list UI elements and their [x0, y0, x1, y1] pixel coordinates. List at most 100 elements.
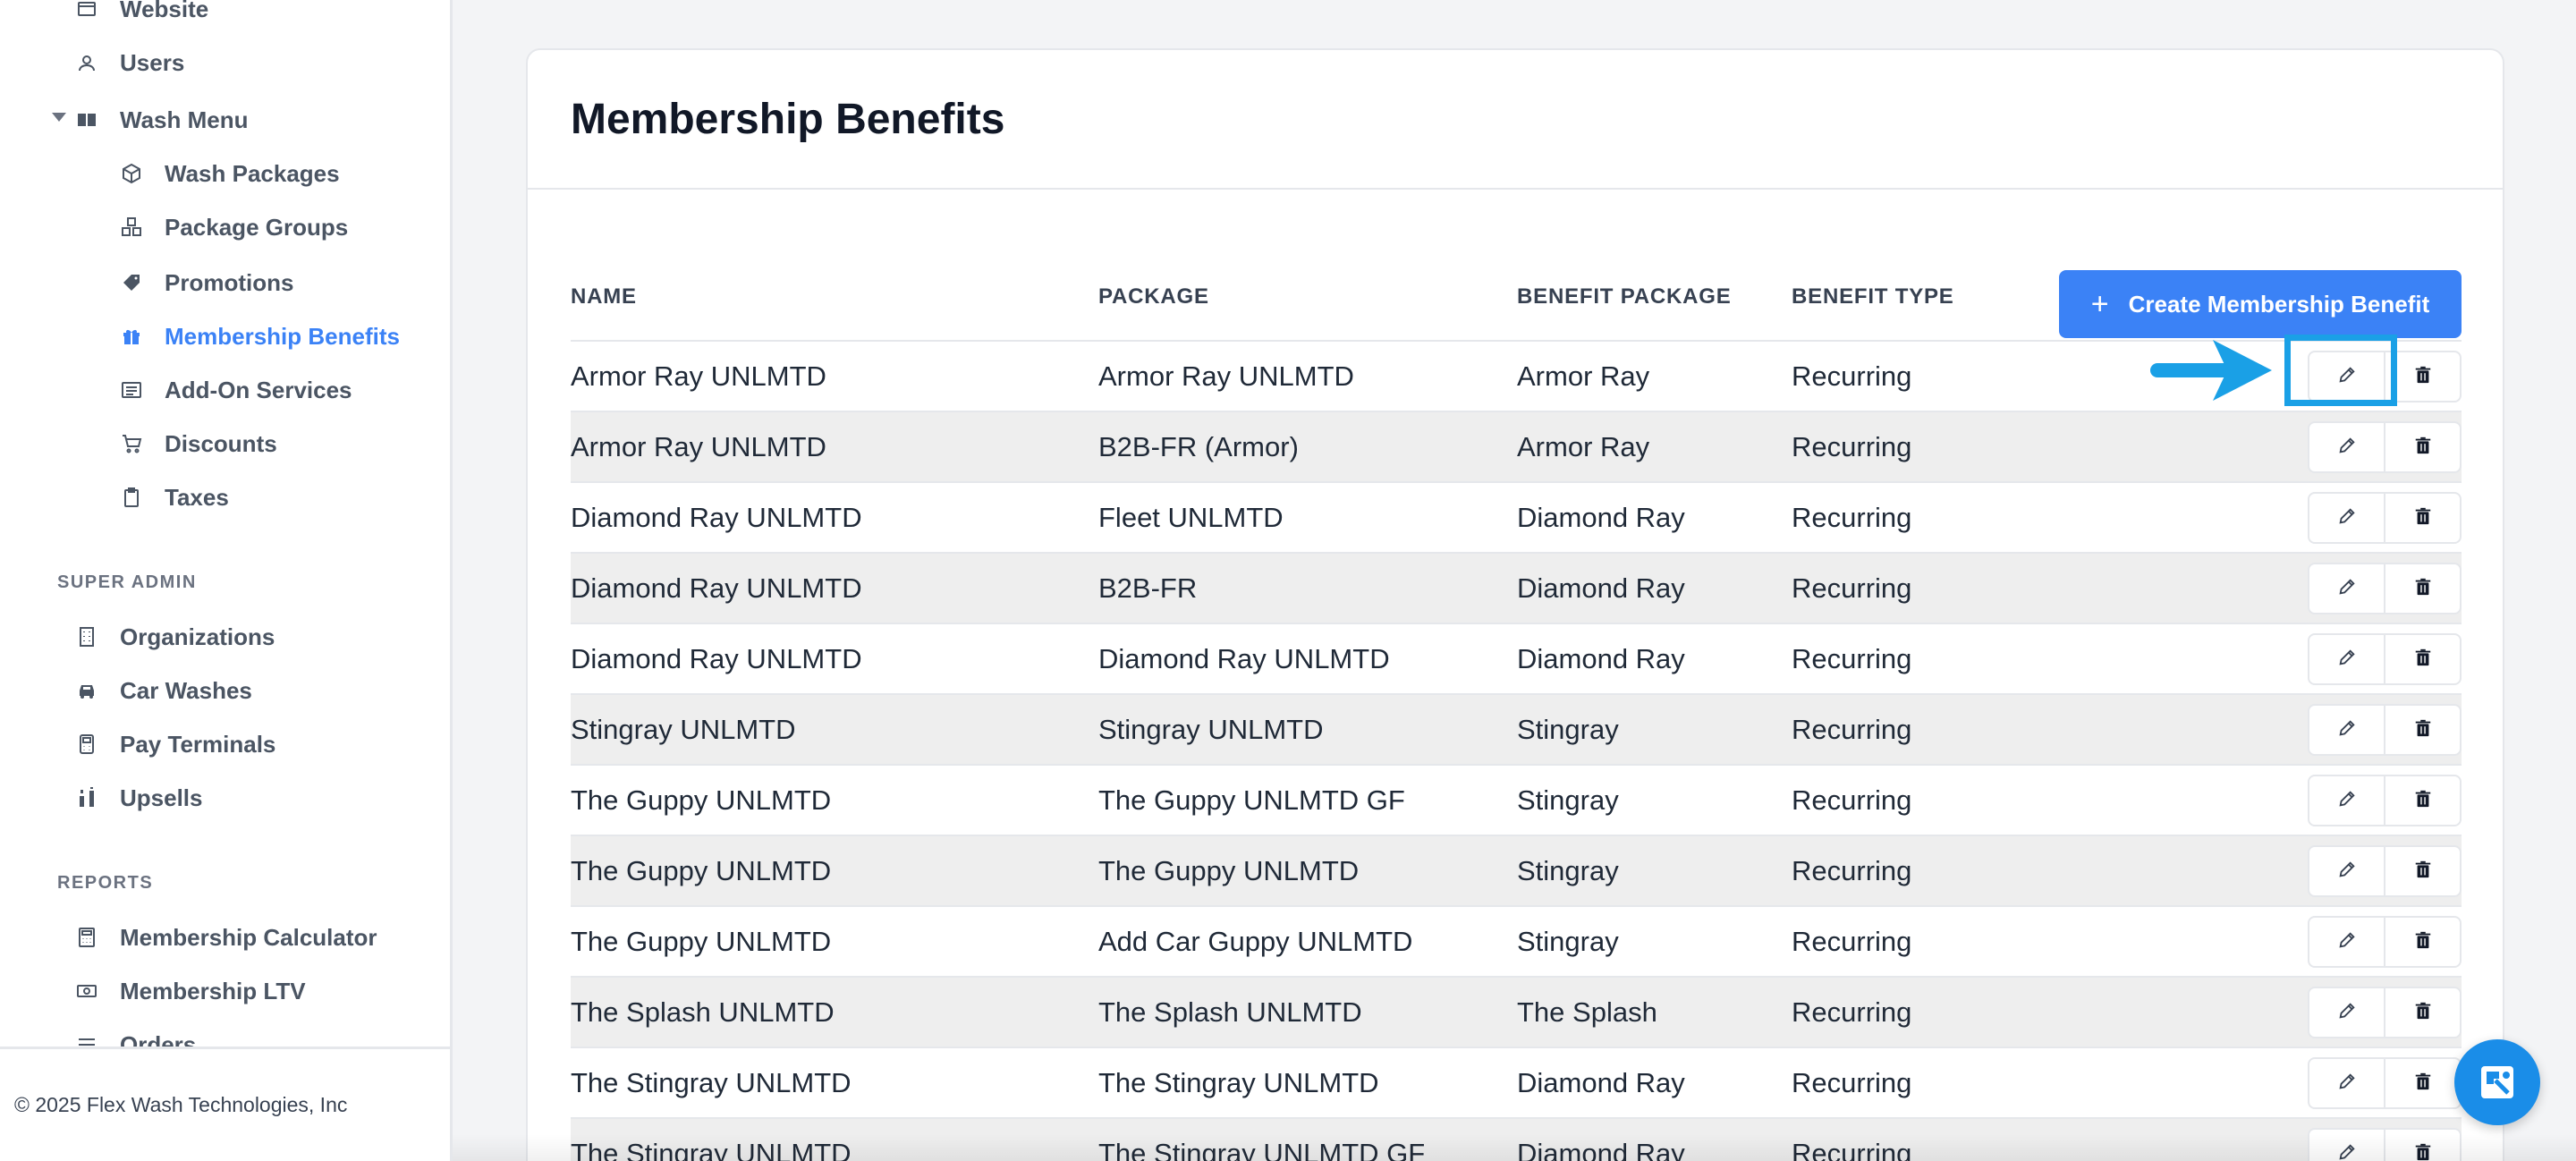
edit-button[interactable] — [2309, 564, 2385, 613]
sidebar-item-membership-calculator[interactable]: Membership Calculator — [75, 918, 377, 957]
sidebar-item-label: Taxes — [165, 483, 229, 511]
cell-benefit-package: Diamond Ray — [1517, 642, 1685, 674]
cell-package: Fleet UNLMTD — [1098, 501, 1284, 533]
delete-button[interactable] — [2385, 706, 2460, 754]
sidebar-item-wash-menu[interactable]: Wash Menu — [52, 100, 249, 140]
pencil-icon — [2337, 577, 2357, 601]
delete-button[interactable] — [2385, 564, 2460, 613]
row-actions — [2308, 987, 2462, 1038]
edit-button[interactable] — [2309, 1130, 2385, 1161]
edit-button[interactable] — [2309, 494, 2385, 542]
edit-button[interactable] — [2309, 988, 2385, 1037]
create-membership-benefit-button[interactable]: + Create Membership Benefit — [2059, 270, 2462, 338]
edit-button[interactable] — [2309, 352, 2385, 401]
edit-button[interactable] — [2309, 706, 2385, 754]
delete-button[interactable] — [2385, 494, 2460, 542]
column-header-package[interactable]: PACKAGE — [1098, 284, 1209, 309]
table-row: The Splash UNLMTD The Splash UNLMTD The Sp… — [571, 978, 2462, 1048]
edit-button[interactable] — [2309, 776, 2385, 825]
delete-button[interactable] — [2385, 423, 2460, 471]
benefits-table: NAME PACKAGE BENEFIT PACKAGE BENEFIT TYP… — [571, 252, 2462, 1161]
column-header-benefit-type[interactable]: BENEFIT TYPE — [1792, 284, 1954, 309]
cube-icon — [120, 162, 143, 185]
delete-button[interactable] — [2385, 988, 2460, 1037]
cell-benefit-package: Stingray — [1517, 784, 1619, 816]
delete-button[interactable] — [2385, 352, 2460, 401]
sidebar-item-label: Wash Packages — [165, 159, 340, 187]
sidebar-item-label: Upsells — [120, 784, 203, 811]
cell-package: B2B-FR (Armor) — [1098, 430, 1299, 462]
pencil-icon — [2337, 860, 2357, 884]
column-header-benefit-package[interactable]: BENEFIT PACKAGE — [1517, 284, 1732, 309]
sidebar-item-membership-ltv[interactable]: Membership LTV — [75, 971, 306, 1011]
sidebar-item-pay-terminals[interactable]: Pay Terminals — [75, 725, 275, 764]
sidebar-item-upsells[interactable]: Upsells — [75, 778, 203, 818]
website-icon — [75, 0, 98, 21]
sidebar-item-add-on-services[interactable]: Add-On Services — [120, 370, 352, 410]
help-chat-button[interactable] — [2454, 1039, 2540, 1125]
sidebar-item-organizations[interactable]: Organizations — [75, 617, 275, 657]
cell-name: Diamond Ray UNLMTD — [571, 572, 862, 604]
cell-benefit-type: Recurring — [1792, 925, 1912, 957]
sidebar-item-label: Membership LTV — [120, 977, 306, 1004]
trash-icon — [2413, 436, 2433, 460]
highlight-box — [2284, 335, 2397, 406]
edit-button[interactable] — [2309, 1059, 2385, 1107]
copyright-footer: © 2025 Flex Wash Technologies, Inc — [0, 1047, 450, 1161]
edit-button[interactable] — [2309, 847, 2385, 895]
delete-button[interactable] — [2385, 1130, 2460, 1161]
sidebar-item-discounts[interactable]: Discounts — [120, 424, 277, 463]
cell-name: The Guppy UNLMTD — [571, 925, 832, 957]
edit-button[interactable] — [2309, 635, 2385, 683]
support-icon — [2481, 1066, 2513, 1098]
sidebar-item-taxes[interactable]: Taxes — [120, 478, 229, 517]
trash-icon — [2413, 365, 2433, 389]
sidebar-item-website[interactable]: Website — [75, 0, 208, 29]
delete-button[interactable] — [2385, 1059, 2460, 1107]
sidebar-item-label: Website — [120, 0, 209, 22]
section-label-super-admin: SUPER ADMIN — [57, 572, 197, 592]
row-actions — [2308, 1057, 2462, 1109]
trash-icon — [2413, 1001, 2433, 1025]
row-actions — [2308, 916, 2462, 968]
delete-button[interactable] — [2385, 776, 2460, 825]
cubes-icon — [120, 216, 143, 239]
plus-icon: + — [2090, 287, 2109, 321]
cell-benefit-package: Stingray — [1517, 925, 1619, 957]
cell-name: Armor Ray UNLMTD — [571, 430, 826, 462]
create-button-label: Create Membership Benefit — [2128, 290, 2430, 318]
sidebar-item-membership-benefits[interactable]: Membership Benefits — [120, 317, 400, 356]
sidebar-item-users[interactable]: Users — [75, 43, 184, 82]
cart-icon — [120, 432, 143, 455]
row-actions — [2308, 1128, 2462, 1161]
delete-button[interactable] — [2385, 635, 2460, 683]
sidebar-item-car-washes[interactable]: Car Washes — [75, 671, 252, 710]
cell-name: Stingray UNLMTD — [571, 713, 796, 745]
table-row: Stingray UNLMTD Stingray UNLMTD Stingray Re… — [571, 695, 2462, 766]
trash-icon — [2413, 648, 2433, 672]
sidebar-item-package-groups[interactable]: Package Groups — [120, 208, 348, 247]
cell-package: The Guppy UNLMTD GF — [1098, 784, 1405, 816]
chevron-down-icon[interactable] — [52, 113, 66, 122]
edit-button[interactable] — [2309, 423, 2385, 471]
clipboard-icon — [120, 486, 143, 509]
sidebar-item-label: Discounts — [165, 429, 277, 457]
table-row: The Guppy UNLMTD Add Car Guppy UNLMTD Stin… — [571, 907, 2462, 978]
sidebar-item-label: Organizations — [120, 623, 275, 650]
delete-button[interactable] — [2385, 847, 2460, 895]
column-header-name[interactable]: NAME — [571, 284, 637, 309]
cell-benefit-package: The Splash — [1517, 996, 1657, 1028]
delete-button[interactable] — [2385, 918, 2460, 966]
edit-button[interactable] — [2309, 918, 2385, 966]
sidebar-item-label: Wash Menu — [120, 106, 249, 133]
cell-benefit-type: Recurring — [1792, 642, 1912, 674]
bars-icon — [75, 786, 98, 809]
cell-name: The Guppy UNLMTD — [571, 854, 832, 886]
sidebar-item-wash-packages[interactable]: Wash Packages — [120, 154, 340, 193]
table-row: The Guppy UNLMTD The Guppy UNLMTD Stingray… — [571, 836, 2462, 907]
copyright-text: © 2025 Flex Wash Technologies, Inc — [14, 1093, 348, 1116]
sidebar-item-promotions[interactable]: Promotions — [120, 263, 293, 302]
cell-name: Diamond Ray UNLMTD — [571, 501, 862, 533]
pencil-icon — [2337, 1072, 2357, 1096]
main-card: Membership Benefits NAME PACKAGE BENEFIT… — [526, 48, 2504, 1161]
